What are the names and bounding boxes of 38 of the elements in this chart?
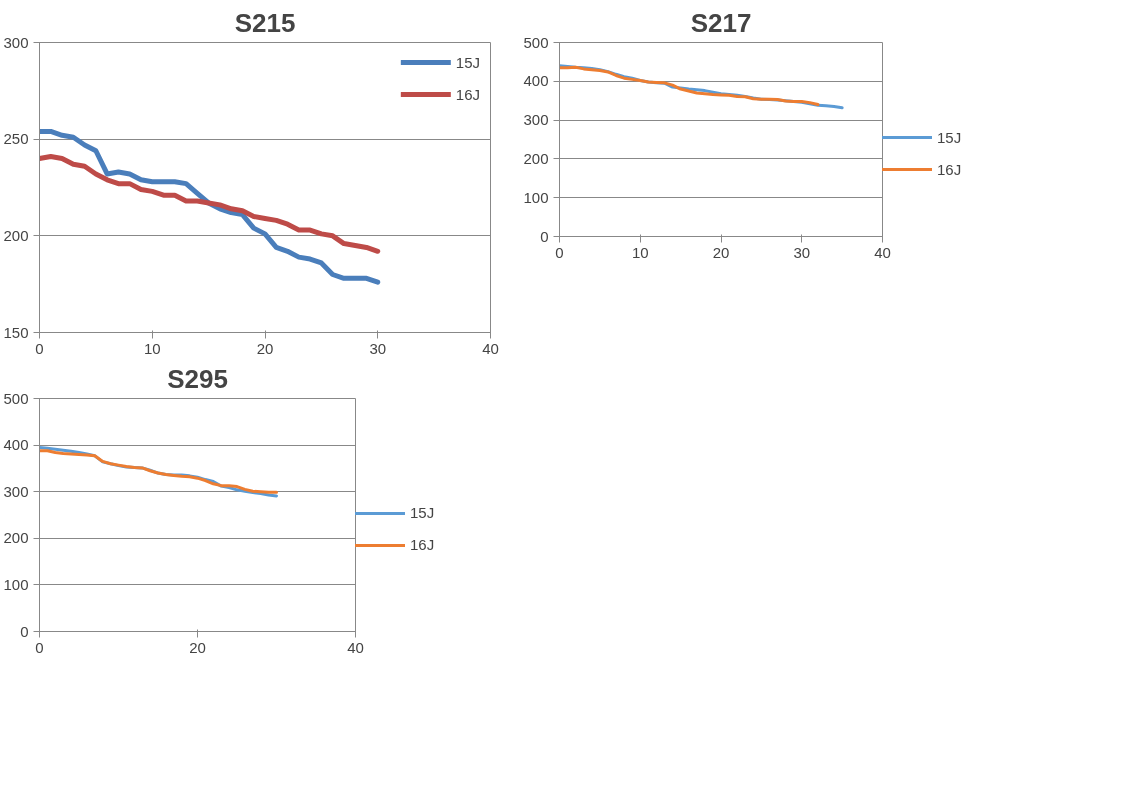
y-tick-label: 0 [540, 227, 549, 245]
chart-title: S215 [234, 7, 296, 38]
x-tick-label: 0 [35, 638, 44, 656]
y-tick-label: 100 [3, 575, 29, 593]
y-tick-label: 250 [3, 130, 29, 148]
y-tick-label: 400 [523, 72, 549, 90]
y-tick-label: 200 [3, 529, 29, 547]
chart-title: S217 [690, 7, 752, 38]
x-tick-label: 10 [631, 243, 649, 261]
y-tick-label: 500 [3, 389, 29, 407]
y-tick-label: 300 [3, 482, 29, 500]
x-tick-label: 40 [874, 243, 891, 261]
y-tick-label: 200 [3, 226, 29, 244]
x-tick-label: 0 [35, 339, 44, 357]
x-tick-label: 10 [143, 339, 161, 357]
legend-label: 16J [455, 85, 480, 103]
x-tick-label: 40 [347, 638, 364, 656]
legend-label: 15J [937, 128, 962, 146]
x-tick-label: 30 [369, 339, 387, 357]
y-tick-label: 0 [20, 622, 29, 640]
legend-label: 15J [410, 504, 435, 521]
y-tick-label: 200 [523, 149, 549, 167]
x-tick-label: 20 [712, 243, 730, 261]
legend-label: 16J [410, 536, 435, 553]
x-tick-label: 0 [555, 243, 564, 261]
y-tick-label: 300 [523, 111, 549, 129]
x-tick-label: 30 [793, 243, 811, 261]
legend-label: 16J [937, 160, 962, 178]
legend-label: 15J [455, 53, 480, 71]
y-tick-label: 300 [3, 33, 29, 51]
x-tick-label: 20 [256, 339, 274, 357]
y-tick-label: 150 [3, 323, 29, 341]
y-tick-label: 100 [523, 188, 549, 206]
x-tick-label: 40 [482, 339, 499, 357]
chart-title: S295 [167, 363, 228, 394]
y-tick-label: 400 [3, 436, 29, 454]
y-tick-label: 500 [523, 33, 549, 51]
x-tick-label: 20 [189, 638, 206, 656]
